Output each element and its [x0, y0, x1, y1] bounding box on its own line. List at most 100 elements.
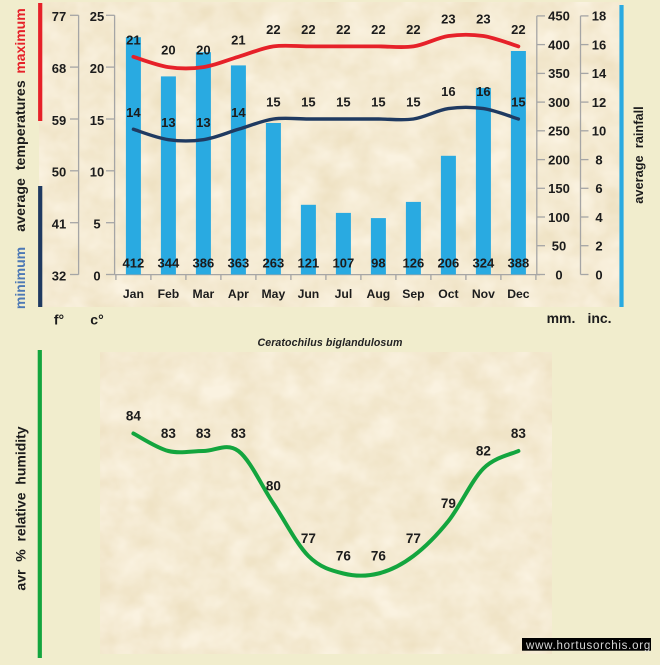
svg-text:23: 23	[476, 12, 490, 27]
svg-text:Nov: Nov	[472, 287, 495, 301]
svg-text:200: 200	[548, 152, 570, 167]
svg-text:77: 77	[52, 9, 66, 24]
svg-text:Oct: Oct	[438, 287, 458, 301]
svg-text:15: 15	[511, 95, 525, 110]
svg-text:59: 59	[52, 113, 66, 128]
svg-text:www.hortusorchis.org: www.hortusorchis.org	[525, 640, 651, 652]
svg-text:inc.: inc.	[587, 310, 611, 326]
svg-text:21: 21	[231, 32, 245, 47]
svg-text:21: 21	[126, 32, 140, 47]
svg-text:76: 76	[336, 549, 352, 564]
svg-text:20: 20	[90, 61, 104, 76]
svg-text:mm.: mm.	[547, 310, 576, 326]
svg-text:83: 83	[196, 426, 212, 441]
svg-text:84: 84	[126, 409, 142, 424]
svg-text:77: 77	[301, 531, 316, 546]
svg-text:25: 25	[90, 9, 104, 24]
svg-text:13: 13	[196, 115, 210, 130]
svg-text:324: 324	[473, 256, 495, 271]
svg-text:388: 388	[508, 256, 530, 271]
svg-text:386: 386	[193, 256, 215, 271]
svg-text:82: 82	[476, 444, 491, 459]
svg-text:Aug: Aug	[367, 287, 391, 301]
svg-text:20: 20	[196, 43, 210, 58]
svg-text:4: 4	[595, 210, 603, 225]
svg-text:121: 121	[298, 256, 320, 271]
svg-text:Jan: Jan	[123, 287, 144, 301]
svg-text:Mar: Mar	[193, 287, 215, 301]
svg-text:15: 15	[266, 95, 280, 110]
svg-text:Ceratochilus biglandulosum: Ceratochilus biglandulosum	[257, 337, 402, 349]
svg-text:15: 15	[336, 95, 350, 110]
svg-text:22: 22	[511, 22, 525, 37]
svg-text:400: 400	[548, 37, 570, 52]
svg-text:16: 16	[476, 84, 490, 99]
svg-text:80: 80	[266, 479, 281, 494]
svg-text:avr % relative humidity: avr % relative humidity	[13, 426, 29, 590]
svg-text:126: 126	[403, 256, 425, 271]
svg-text:0: 0	[595, 267, 602, 282]
svg-text:20: 20	[161, 43, 175, 58]
svg-text:363: 363	[228, 256, 250, 271]
svg-text:22: 22	[301, 22, 315, 37]
svg-text:Sep: Sep	[402, 287, 424, 301]
svg-text:76: 76	[371, 549, 387, 564]
svg-text:0: 0	[555, 267, 562, 282]
svg-text:May: May	[262, 287, 286, 301]
svg-text:10: 10	[592, 124, 606, 139]
svg-text:18: 18	[592, 9, 606, 24]
svg-text:0: 0	[93, 268, 100, 283]
svg-text:206: 206	[438, 256, 460, 271]
svg-text:minimum: minimum	[12, 247, 28, 309]
svg-text:14: 14	[126, 105, 141, 120]
svg-text:6: 6	[595, 181, 602, 196]
svg-text:23: 23	[441, 12, 455, 27]
svg-text:13: 13	[161, 115, 175, 130]
svg-text:average temperatures: average temperatures	[13, 80, 29, 232]
svg-text:8: 8	[595, 152, 602, 167]
svg-text:77: 77	[406, 531, 421, 546]
svg-text:maximum: maximum	[12, 8, 28, 73]
svg-text:16: 16	[592, 37, 606, 52]
svg-text:107: 107	[333, 256, 355, 271]
svg-text:350: 350	[548, 66, 570, 81]
svg-text:f°: f°	[54, 312, 64, 328]
svg-text:22: 22	[336, 22, 350, 37]
svg-text:68: 68	[52, 61, 66, 76]
svg-text:100: 100	[548, 210, 570, 225]
svg-text:15: 15	[371, 95, 385, 110]
svg-text:263: 263	[263, 256, 285, 271]
svg-text:14: 14	[231, 105, 246, 120]
svg-text:98: 98	[371, 256, 385, 271]
svg-text:15: 15	[301, 95, 315, 110]
svg-text:Feb: Feb	[158, 287, 180, 301]
svg-text:50: 50	[552, 239, 566, 254]
svg-text:c°: c°	[90, 312, 103, 328]
svg-text:5: 5	[93, 217, 100, 232]
svg-text:15: 15	[406, 95, 420, 110]
svg-text:Dec: Dec	[507, 287, 530, 301]
svg-text:15: 15	[90, 113, 104, 128]
svg-text:Jun: Jun	[298, 287, 320, 301]
svg-text:average rainfall: average rainfall	[631, 106, 646, 203]
svg-text:150: 150	[548, 181, 570, 196]
svg-text:22: 22	[371, 22, 385, 37]
svg-text:250: 250	[548, 124, 570, 139]
svg-text:10: 10	[90, 165, 104, 180]
svg-text:41: 41	[52, 217, 66, 232]
svg-text:22: 22	[406, 22, 420, 37]
svg-text:300: 300	[548, 95, 570, 110]
svg-text:79: 79	[441, 496, 456, 511]
svg-text:50: 50	[52, 165, 66, 180]
svg-text:Jul: Jul	[335, 287, 353, 301]
svg-text:344: 344	[158, 256, 180, 271]
svg-text:83: 83	[231, 426, 247, 441]
svg-text:12: 12	[592, 95, 606, 110]
svg-text:450: 450	[548, 9, 570, 24]
svg-text:14: 14	[592, 66, 607, 81]
svg-text:412: 412	[123, 256, 145, 271]
svg-text:83: 83	[161, 426, 177, 441]
svg-text:2: 2	[595, 239, 602, 254]
svg-text:16: 16	[441, 84, 455, 99]
svg-text:Apr: Apr	[228, 287, 249, 301]
